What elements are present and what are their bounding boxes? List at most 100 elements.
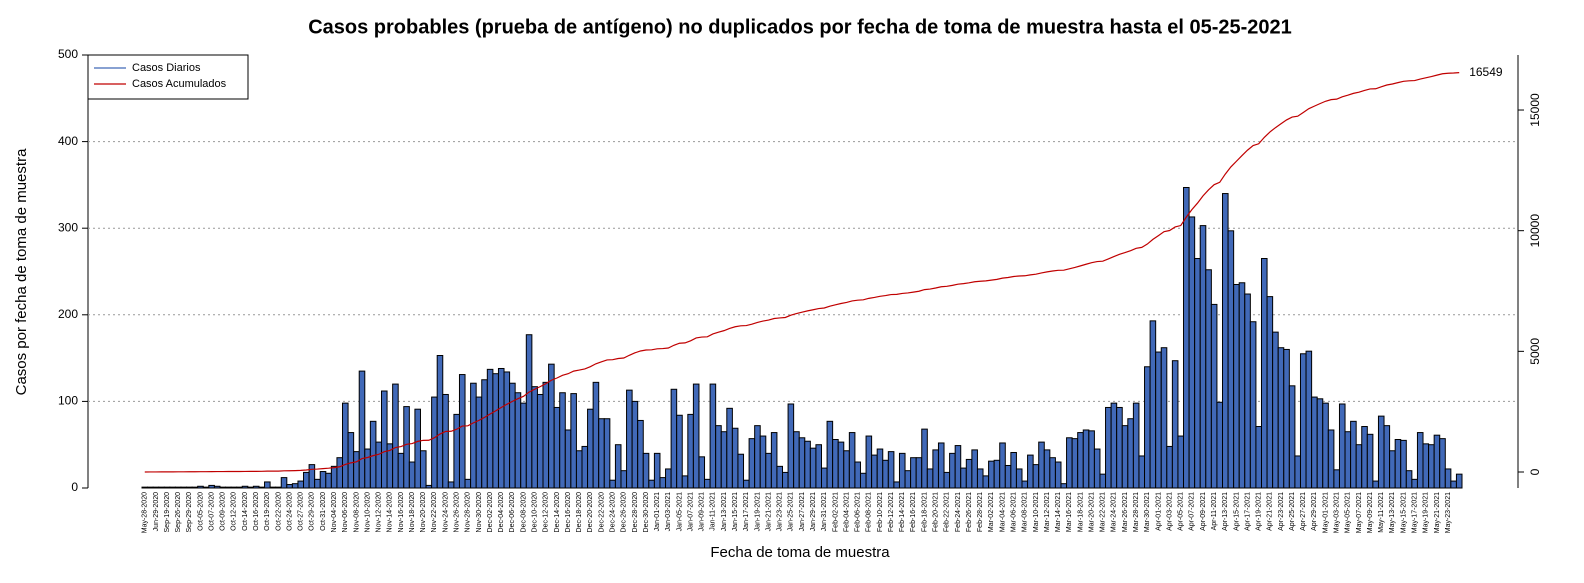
x-tick-label: Nov-04-2020 — [331, 492, 338, 533]
x-tick-label: Nov-30-2020 — [476, 492, 483, 533]
bar — [1327, 429, 1335, 489]
bar — [1439, 438, 1446, 489]
x-tick-label: Oct-24-2020 — [286, 492, 293, 531]
x-tick-label: Apr-11-2021 — [1211, 492, 1218, 531]
bar — [458, 374, 466, 489]
bar — [1238, 282, 1246, 489]
bar — [380, 390, 388, 489]
line — [144, 72, 1460, 473]
bar — [648, 479, 655, 489]
bar — [1372, 480, 1379, 489]
x-tick-label: Feb-18-2021 — [921, 492, 928, 532]
bar — [564, 429, 572, 489]
x-tick-label: Nov-28-2020 — [465, 492, 472, 533]
bar — [325, 472, 332, 489]
bar — [180, 486, 188, 489]
bar — [447, 481, 455, 489]
x-tick-label: Feb-20-2021 — [933, 492, 940, 532]
x-tick-label: Jan-31-2021 — [821, 492, 828, 531]
bar — [486, 368, 494, 489]
bar — [1004, 464, 1012, 489]
bar — [269, 486, 277, 489]
bar — [1043, 449, 1051, 489]
bar — [1160, 347, 1168, 489]
bar — [553, 406, 561, 489]
x-tick-label: Jan-13-2021 — [721, 492, 728, 531]
bar — [793, 431, 800, 489]
bar — [1110, 402, 1118, 489]
bar — [1411, 478, 1418, 489]
x-tick-label: Mar-26-2021 — [1122, 492, 1129, 532]
bar — [754, 425, 761, 489]
x-tick-label: Oct-29-2020 — [309, 492, 316, 531]
x-tick-label: Dec-28-2020 — [632, 492, 639, 533]
x-tick-label: May-07-2021 — [1356, 492, 1363, 533]
bar — [392, 383, 399, 489]
bar — [419, 450, 427, 489]
x-tick-label: Jun-29-2020 — [153, 492, 160, 531]
y-tick-label: 0 — [71, 480, 78, 494]
bar — [1338, 403, 1346, 489]
bar — [1177, 435, 1185, 489]
bar — [1305, 350, 1313, 489]
x-tick-label: Jan-19-2021 — [754, 492, 761, 531]
bar — [581, 445, 589, 489]
bar — [1277, 347, 1285, 489]
x-tick-label: Mar-24-2021 — [1111, 492, 1118, 532]
x-tick-label: Nov-16-2020 — [398, 492, 405, 533]
x-tick-label: Dec-12-2020 — [543, 492, 550, 533]
x-tick-label: Feb-22-2021 — [944, 492, 951, 532]
bar — [720, 431, 728, 489]
y-tick-label: 300 — [58, 220, 78, 234]
x-tick-label: Dec-14-2020 — [554, 492, 561, 533]
bar — [609, 479, 616, 489]
bar — [859, 472, 867, 489]
x-tick-label: Oct-14-2020 — [242, 492, 249, 531]
bar — [1205, 269, 1212, 489]
x-tick-label: Nov-12-2020 — [376, 492, 383, 533]
bar — [960, 467, 967, 489]
x-tick-label: Feb-06-2021 — [855, 492, 862, 532]
x-tick-label: Apr-27-2021 — [1300, 492, 1307, 531]
bar — [1428, 444, 1435, 489]
bar — [1366, 433, 1374, 489]
bar — [1194, 258, 1201, 489]
x-tick-label: Jan-09-2021 — [699, 492, 706, 531]
bar — [191, 486, 199, 489]
bar — [1054, 461, 1062, 489]
bar — [1082, 429, 1090, 489]
bar — [876, 448, 884, 489]
x-tick-label: May-21-2021 — [1434, 492, 1441, 533]
bar — [1266, 296, 1274, 489]
bar — [1433, 434, 1441, 489]
legend-label: Casos Diarios — [132, 62, 201, 74]
bar — [497, 367, 505, 489]
bar — [887, 451, 895, 489]
x-tick-label: Mar-02-2021 — [988, 492, 995, 532]
bar — [921, 428, 928, 489]
x-tick-label: Feb-12-2021 — [888, 492, 895, 532]
bar — [1032, 464, 1040, 489]
x-tick-label: Dec-02-2020 — [487, 492, 494, 533]
bar — [1188, 216, 1196, 489]
bar — [520, 402, 527, 489]
bar — [832, 439, 839, 489]
x-tick-label: Mar-10-2021 — [1033, 492, 1040, 532]
bar — [982, 475, 990, 489]
y2-tick-label: 10000 — [1528, 214, 1542, 248]
x-tick-label: May-17-2021 — [1412, 492, 1419, 533]
x-tick-label: Jan-15-2021 — [732, 492, 739, 531]
x-tick-label: Nov-08-2020 — [353, 492, 360, 533]
bar — [1344, 431, 1352, 489]
bar — [809, 447, 817, 489]
bar — [1249, 321, 1257, 489]
bar — [174, 486, 182, 489]
x-tick-label: Apr-07-2021 — [1189, 492, 1196, 531]
bar — [464, 478, 472, 489]
bar — [141, 486, 149, 489]
x-tick-label: Feb-04-2021 — [843, 492, 850, 532]
bar — [631, 400, 639, 489]
bar — [275, 486, 282, 489]
bar — [1116, 406, 1123, 489]
bar — [1322, 402, 1329, 489]
